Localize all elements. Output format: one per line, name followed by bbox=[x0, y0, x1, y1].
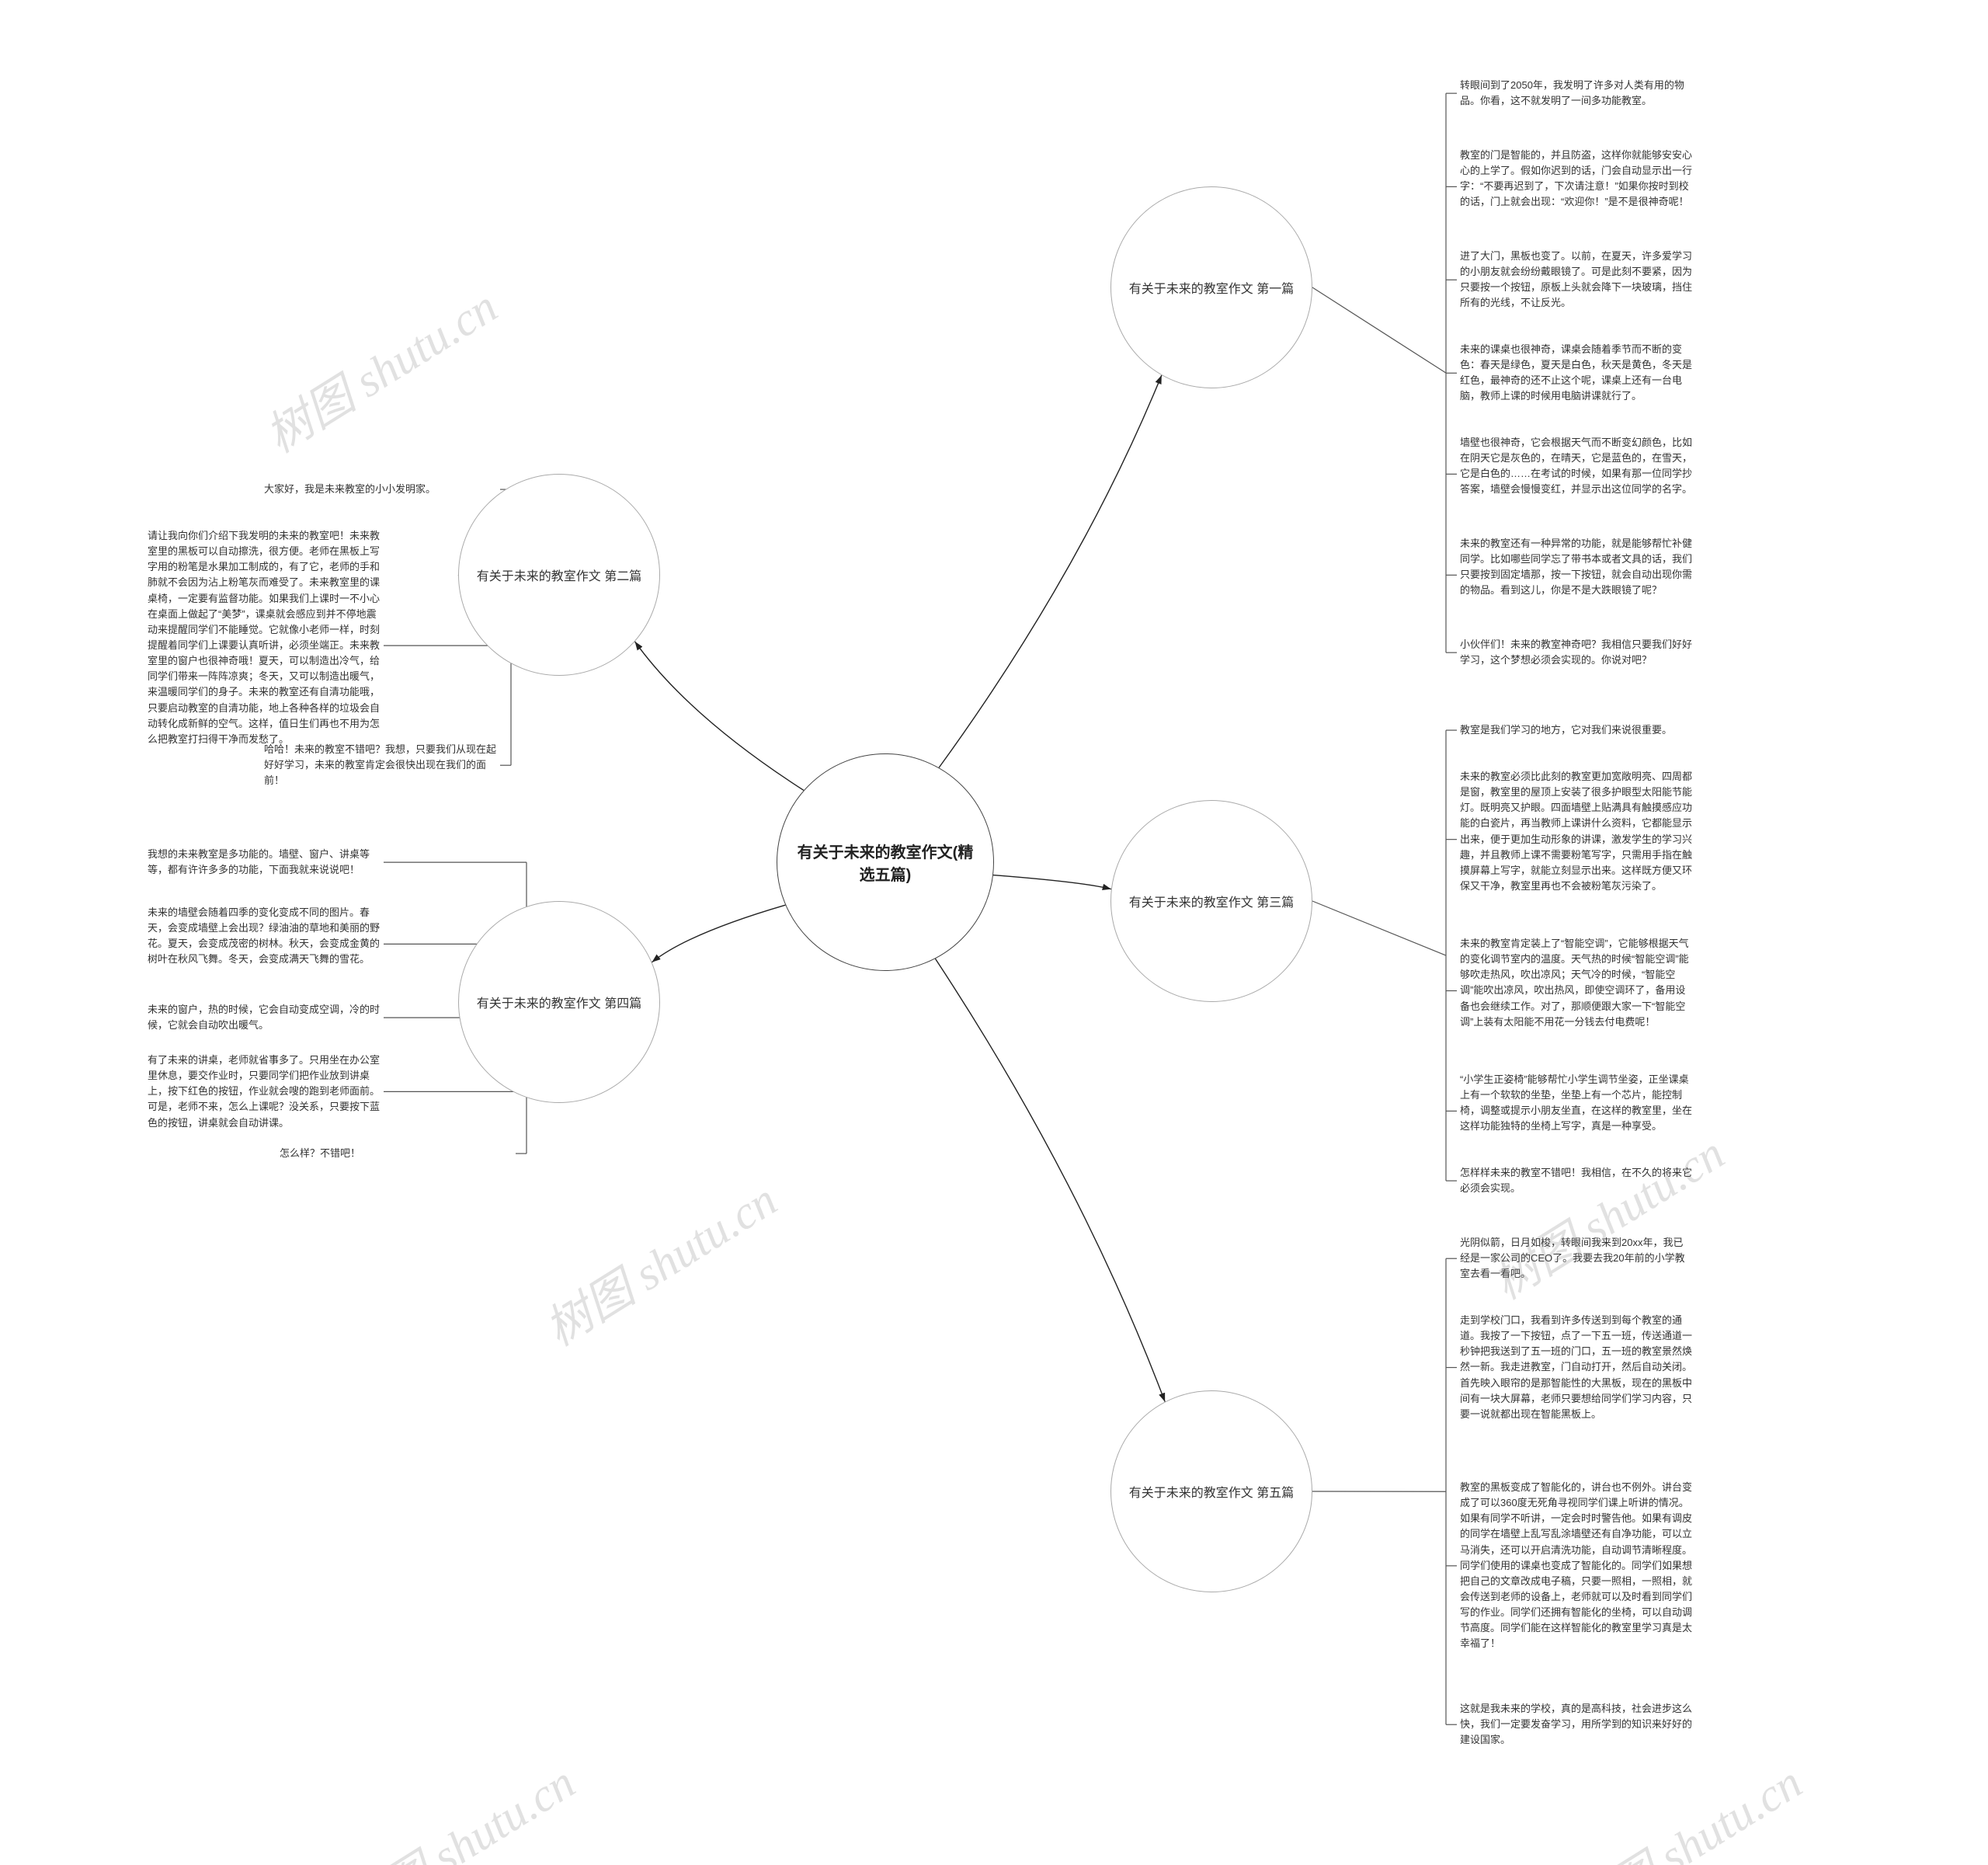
branch-node-b5: 有关于未来的教室作文 第五篇 bbox=[1110, 1390, 1312, 1592]
leaf-text: 教室的黑板变成了智能化的，讲台也不例外。讲台变成了可以360度无死角寻视同学们课… bbox=[1460, 1480, 1693, 1652]
leaf-text: 这就是我未来的学校，真的是高科技，社会进步这么快，我们一定要发奋学习，用所学到的… bbox=[1460, 1701, 1693, 1748]
leaf-text: 请让我向你们介绍下我发明的未来的教室吧！未来教室里的黑板可以自动擦洗，很方便。老… bbox=[148, 528, 381, 747]
branch-node-b1: 有关于未来的教室作文 第一篇 bbox=[1110, 186, 1312, 388]
leaf-text: 未来的教室必须比此刻的教室更加宽敞明亮、四周都是窗，教室里的屋顶上安装了很多护眼… bbox=[1460, 769, 1693, 894]
leaf-text: 有了未来的讲桌，老师就省事多了。只用坐在办公室里休息，要交作业时，只要同学们把作… bbox=[148, 1053, 381, 1131]
watermark: 树图 shutu.cn bbox=[1478, 1116, 1736, 1312]
leaf-text: 光阴似箭，日月如梭，转眼间我来到20xx年，我已经是一家公司的CEO了。我要去我… bbox=[1460, 1235, 1693, 1282]
leaf-text: 教室是我们学习的地方，它对我们来说很重要。 bbox=[1460, 722, 1693, 738]
leaf-text: 怎么样？不错吧！ bbox=[280, 1146, 513, 1161]
leaf-text: 未来的教室还有一种异常的功能，就是能够帮忙补健同学。比如哪些同学忘了带书本或者文… bbox=[1460, 536, 1693, 599]
branch-label: 有关于未来的教室作文 第四篇 bbox=[477, 993, 641, 1011]
watermark: 树图 shutu.cn bbox=[328, 1745, 586, 1865]
watermark: 树图 shutu.cn bbox=[530, 1163, 788, 1359]
center-node: 有关于未来的教室作文(精选五篇) bbox=[777, 753, 994, 971]
leaf-text: 我想的未来教室是多功能的。墙壁、窗户、讲桌等等，都有许许多多的功能，下面我就来说… bbox=[148, 847, 381, 878]
leaf-text: 大家好，我是未来教室的小小发明家。 bbox=[264, 482, 497, 497]
leaf-text: “小学生正姿椅”能够帮忙小学生调节坐姿，正坐课桌上有一个软软的坐垫，坐垫上有一个… bbox=[1460, 1072, 1693, 1135]
leaf-text: 未来的教室肯定装上了“智能空调”，它能够根据天气的变化调节室内的温度。天气热的时… bbox=[1460, 936, 1693, 1030]
leaf-text: 教室的门是智能的，并且防盗，这样你就能够安安心心的上学了。假如你迟到的话，门会自… bbox=[1460, 148, 1693, 211]
leaf-text: 未来的课桌也很神奇，课桌会随着季节而不断的变色：春天是绿色，夏天是白色，秋天是黄… bbox=[1460, 342, 1693, 405]
leaf-text: 墙壁也很神奇，它会根据天气而不断变幻颜色，比如在阴天它是灰色的，在晴天，它是蓝色… bbox=[1460, 435, 1693, 498]
branch-label: 有关于未来的教室作文 第三篇 bbox=[1129, 892, 1294, 910]
leaf-text: 未来的墙壁会随着四季的变化变成不同的图片。春天，会变成墙壁上会出现？绿油油的草地… bbox=[148, 905, 381, 968]
leaf-text: 转眼间到了2050年，我发明了许多对人类有用的物品。你看，这不就发明了一间多功能… bbox=[1460, 78, 1693, 109]
branch-label: 有关于未来的教室作文 第五篇 bbox=[1129, 1482, 1294, 1501]
leaf-text: 小伙伴们！未来的教室神奇吧？我相信只要我们好好学习，这个梦想必须会实现的。你说对… bbox=[1460, 637, 1693, 668]
leaf-text: 哈哈！未来的教室不错吧？我想，只要我们从现在起好好学习，未来的教室肯定会很快出现… bbox=[264, 742, 497, 788]
leaf-text: 怎样样未来的教室不错吧！我相信，在不久的将来它必须会实现。 bbox=[1460, 1165, 1693, 1196]
watermark: 树图 shutu.cn bbox=[251, 270, 509, 465]
branch-node-b4: 有关于未来的教室作文 第四篇 bbox=[458, 901, 660, 1103]
leaf-text: 未来的窗户，热的时候，它会自动变成空调，冷的时候，它就会自动吹出暖气。 bbox=[148, 1002, 381, 1033]
leaf-text: 进了大门，黑板也变了。以前，在夏天，许多爱学习的小朋友就会纷纷戴眼镜了。可是此刻… bbox=[1460, 249, 1693, 311]
watermark: 树图 shutu.cn bbox=[1555, 1745, 1813, 1865]
leaf-text: 走到学校门口，我看到许多传送到到每个教室的通道。我按了一下按钮，点了一下五一班，… bbox=[1460, 1313, 1693, 1422]
center-label: 有关于未来的教室作文(精选五篇) bbox=[793, 840, 978, 885]
branch-label: 有关于未来的教室作文 第一篇 bbox=[1129, 278, 1294, 297]
branch-node-b2: 有关于未来的教室作文 第二篇 bbox=[458, 474, 660, 676]
branch-label: 有关于未来的教室作文 第二篇 bbox=[477, 565, 641, 584]
branch-node-b3: 有关于未来的教室作文 第三篇 bbox=[1110, 800, 1312, 1002]
